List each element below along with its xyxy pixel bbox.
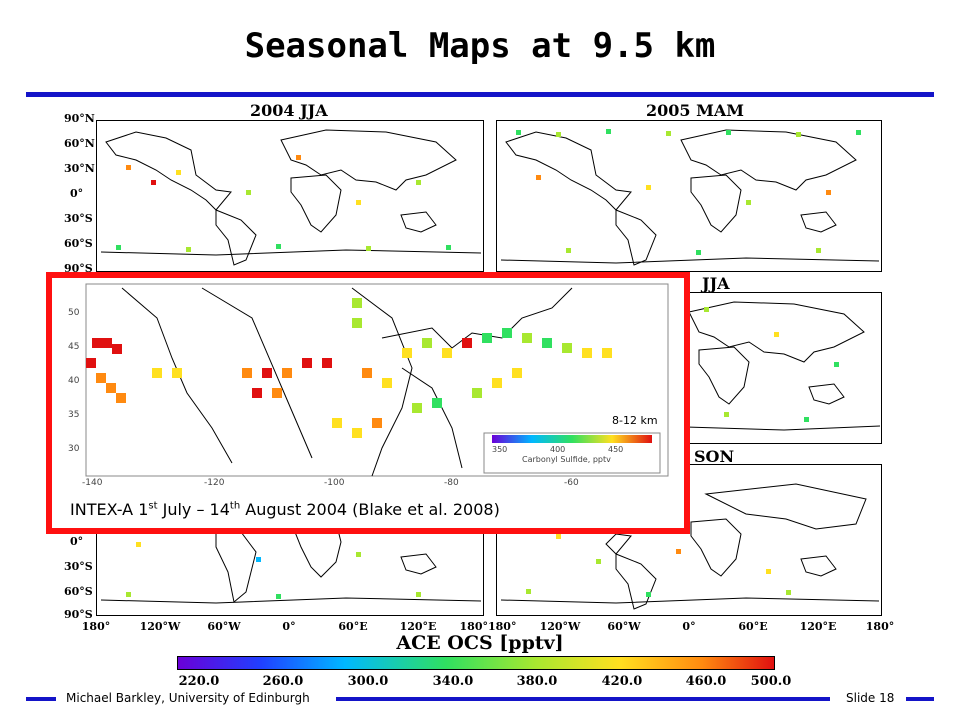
- lon-label: 120°W: [539, 620, 581, 633]
- intex-x-tick: -140: [82, 478, 103, 488]
- map-title-son: SON: [694, 447, 735, 466]
- intex-legend-tick: 350: [492, 445, 508, 454]
- map-lower-left: [96, 522, 484, 616]
- data-points: [526, 534, 791, 597]
- lat-label: 30°S: [64, 212, 93, 225]
- colorbar-tick: 220.0: [178, 674, 220, 689]
- bottom-rule: [906, 697, 934, 701]
- colorbar-tick: 500.0: [750, 674, 792, 689]
- intex-data-points: [86, 298, 612, 438]
- lon-label: 60°W: [207, 620, 241, 633]
- intex-x-tick: -100: [324, 478, 345, 488]
- map-2004-jja: [96, 120, 484, 272]
- lon-label: 120°E: [399, 620, 437, 633]
- caption-sup: st: [148, 500, 158, 512]
- continent-outline: [685, 301, 881, 431]
- continent-outline: [500, 483, 880, 610]
- map-lower-left-plot: [96, 522, 484, 616]
- intex-y-tick: 40: [68, 376, 80, 386]
- intex-legend-tick: 450: [608, 445, 624, 454]
- intex-legend-tick: 400: [550, 445, 566, 454]
- map-2005-mam-plot: [496, 120, 882, 272]
- lon-label: 180°: [81, 620, 111, 633]
- lat-label: 90°S: [64, 608, 93, 621]
- lon-label: 180°180°: [459, 620, 517, 633]
- lat-label: 0°: [70, 535, 84, 548]
- colorbar-tick: 300.0: [347, 674, 389, 689]
- map-jja: [684, 292, 882, 444]
- continent-outline: [500, 129, 880, 266]
- lon-label: 0°: [682, 620, 696, 633]
- bottom-rule: [336, 697, 830, 701]
- slide-number: Slide 18: [846, 691, 895, 705]
- lon-label: 120°E: [799, 620, 837, 633]
- colorbar-tick: 380.0: [516, 674, 558, 689]
- intex-inset: 50 45 40 35 30 -140 -120 -100 -80 -60 8-…: [46, 272, 690, 534]
- lon-label: 60°E: [738, 620, 768, 633]
- colorbar-tick: 460.0: [685, 674, 727, 689]
- data-points: [126, 542, 421, 599]
- lon-label: 60°W: [607, 620, 641, 633]
- colorbar: [177, 656, 775, 670]
- footer-author: Michael Barkley, University of Edinburgh: [66, 691, 310, 705]
- caption-part: INTEX-A 1: [70, 500, 149, 519]
- intex-x-tick: -60: [564, 478, 579, 488]
- lat-label: 90°N: [64, 112, 95, 125]
- intex-inset-map: [85, 283, 669, 477]
- colorbar-title: ACE OCS [pptv]: [396, 632, 564, 654]
- intex-caption: INTEX-A 1st July – 14th August 2004 (Bla…: [70, 500, 500, 519]
- map-jja-plot: [684, 292, 882, 444]
- lat-label: 60°S: [64, 237, 93, 250]
- caption-sup: th: [229, 500, 241, 512]
- slide-title: Seasonal Maps at 9.5 km: [244, 26, 716, 66]
- colorbar-tick: 260.0: [262, 674, 304, 689]
- intex-y-tick: 35: [68, 410, 80, 420]
- lat-label: 30°N: [64, 162, 95, 175]
- lat-label: 60°S: [64, 585, 93, 598]
- map-title-2004-jja: 2004 JJA: [250, 101, 328, 120]
- lat-label: 0°: [70, 187, 84, 200]
- map-title-jja: JJA: [702, 274, 730, 293]
- intex-legend-bar: [492, 435, 652, 443]
- intex-y-tick: 30: [68, 444, 80, 454]
- lat-label: 30°S: [64, 560, 93, 573]
- continent-outline: [100, 522, 482, 604]
- lon-label: 60°E: [338, 620, 368, 633]
- intex-x-tick: -80: [444, 478, 459, 488]
- data-points: [516, 129, 861, 255]
- colorbar-tick: 420.0: [601, 674, 643, 689]
- map-2005-mam: [496, 120, 882, 272]
- lon-label: 120°W: [139, 620, 181, 633]
- caption-part: July – 14: [157, 500, 230, 519]
- data-points: [704, 307, 839, 422]
- lat-label: 90°S: [64, 262, 93, 275]
- intex-y-tick: 50: [68, 308, 80, 318]
- lon-label: 180°: [865, 620, 895, 633]
- caption-part: August 2004 (Blake et al. 2008): [240, 500, 500, 519]
- colorbar-tick: 340.0: [432, 674, 474, 689]
- intex-x-tick: -120: [204, 478, 225, 488]
- map-title-2005-mam: 2005 MAM: [646, 101, 744, 120]
- data-points: [116, 155, 451, 252]
- intex-y-tick: 45: [68, 342, 80, 352]
- intex-legend-label: Carbonyl Sulfide, pptv: [522, 455, 611, 464]
- lat-label: 60°N: [64, 137, 95, 150]
- top-rule: [26, 92, 934, 97]
- lon-label: 0°: [282, 620, 296, 633]
- intex-legend-title: 8-12 km: [612, 414, 658, 427]
- continent-outline: [100, 129, 482, 266]
- bottom-rule: [26, 697, 56, 701]
- map-2004-jja-plot: [96, 120, 484, 272]
